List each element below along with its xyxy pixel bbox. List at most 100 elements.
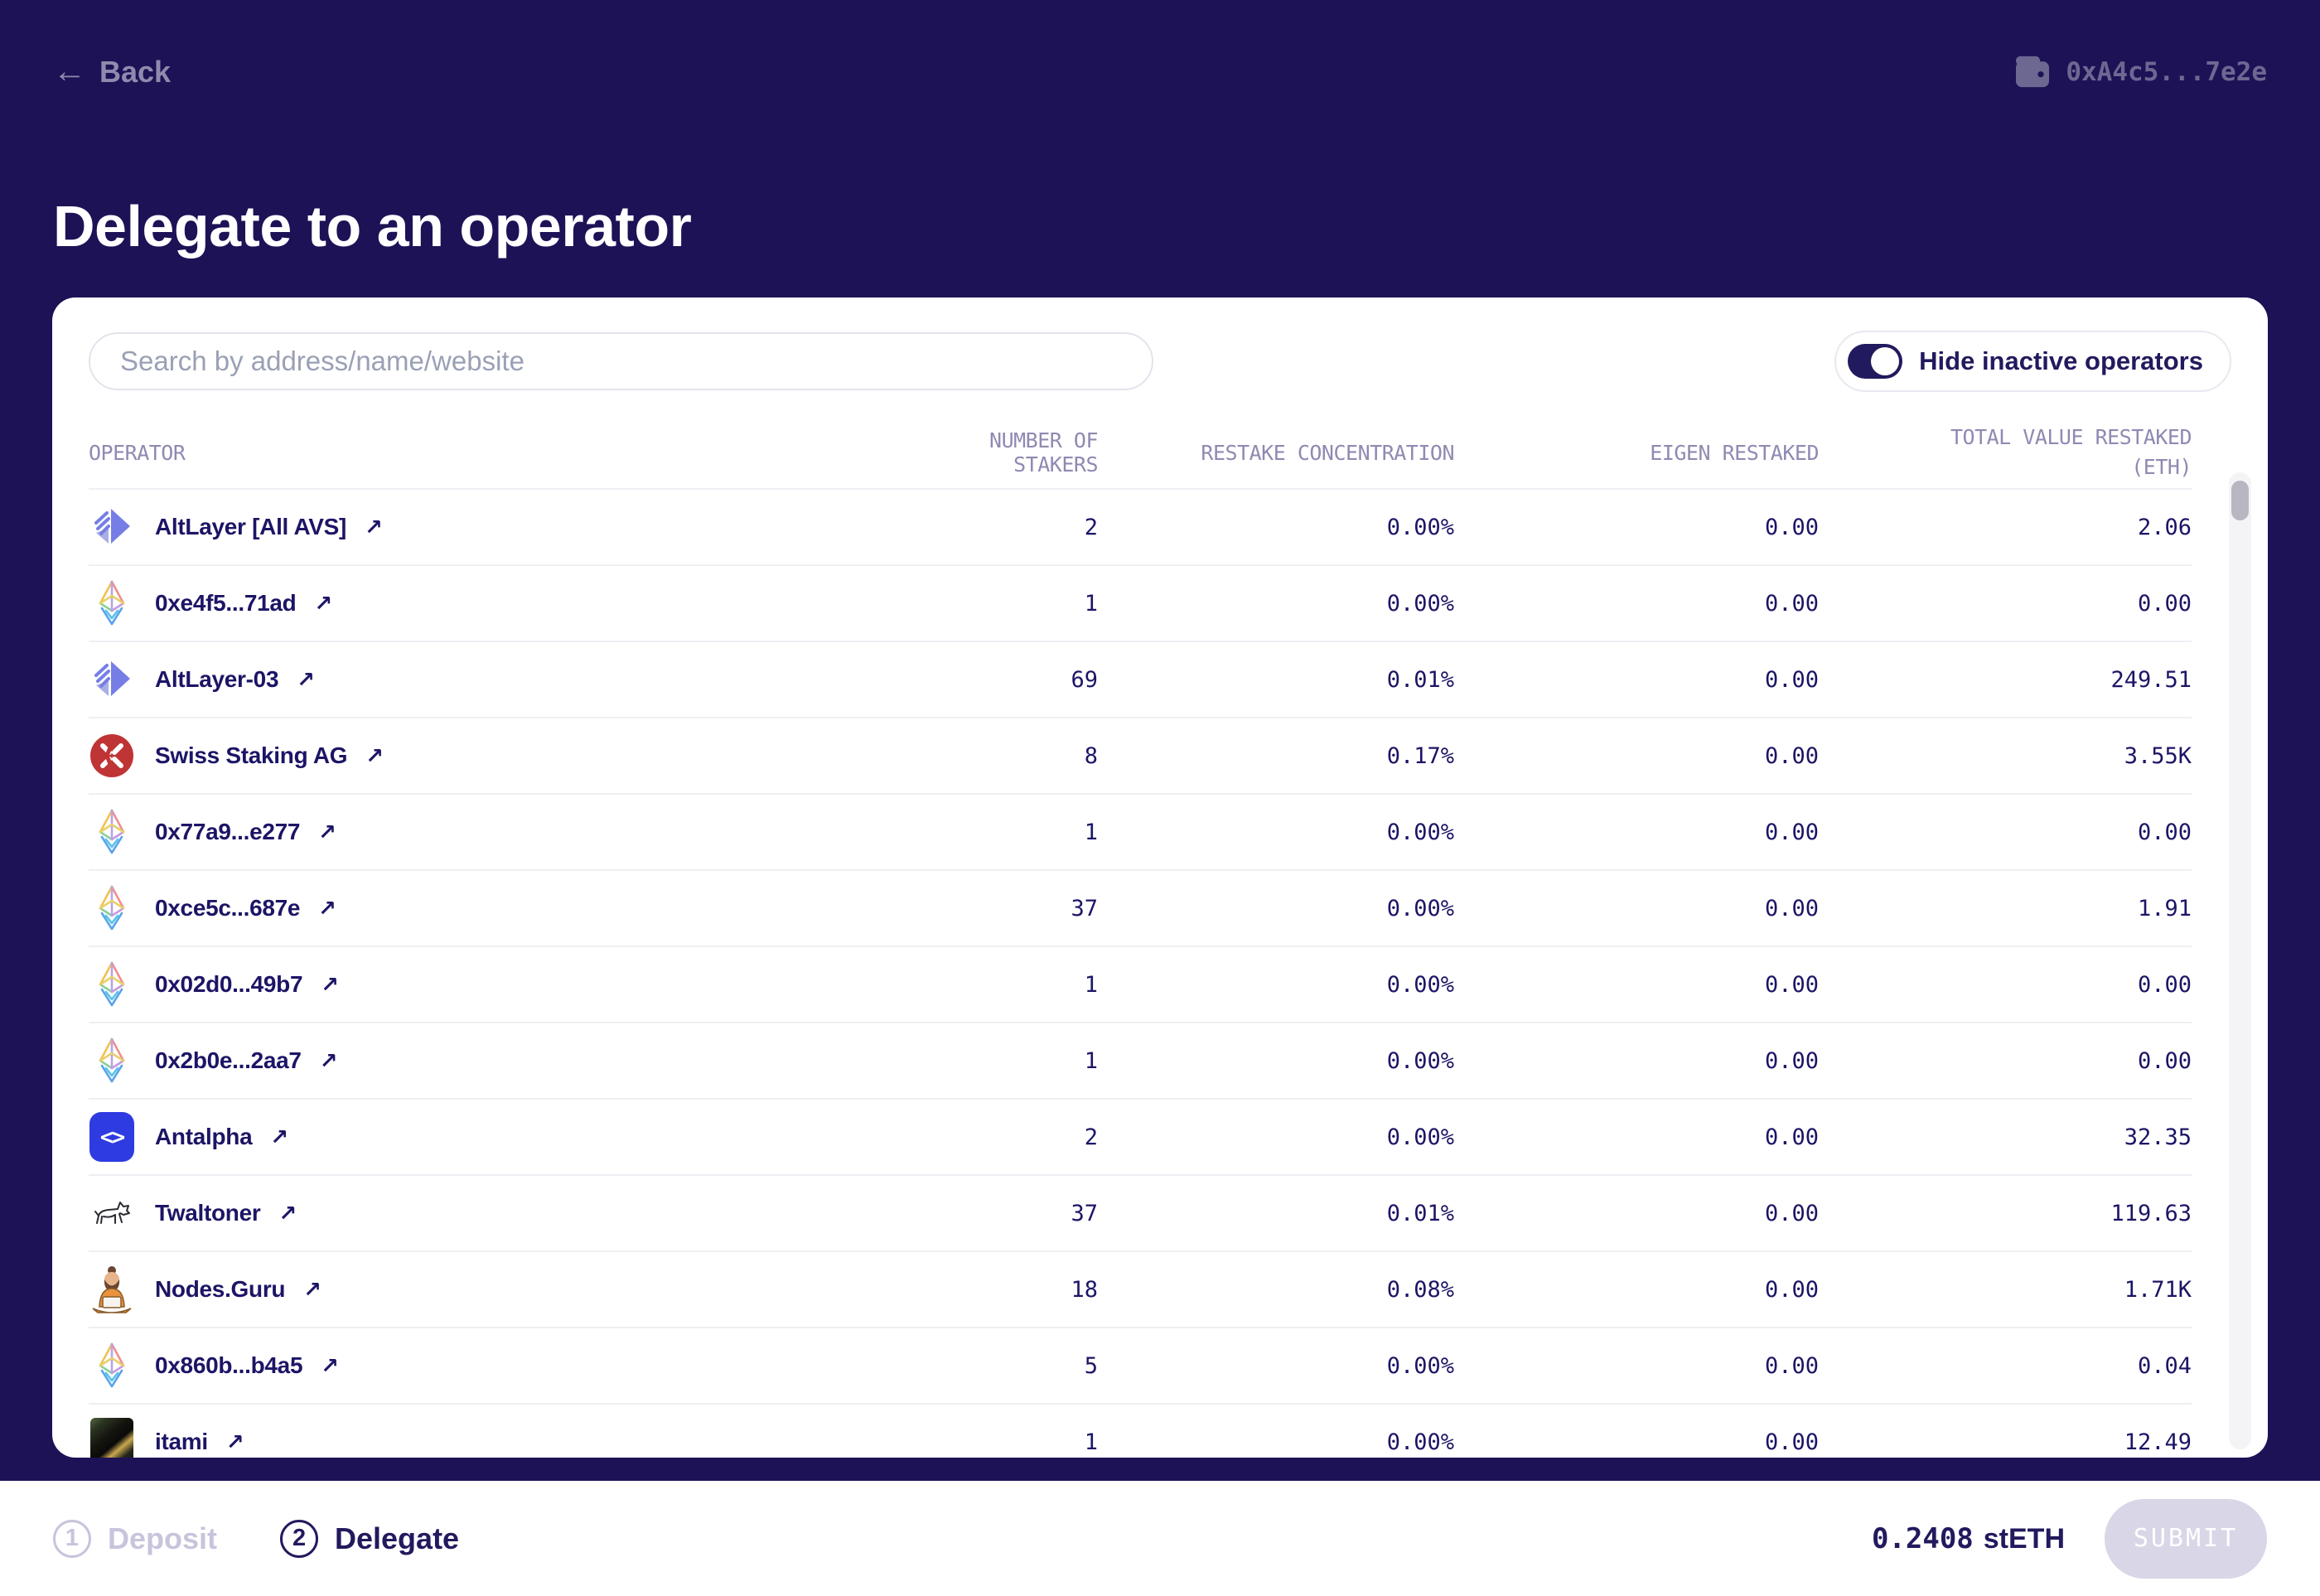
wallet-address: 0xA4c5...7e2e	[2066, 56, 2267, 87]
concentration-value: 0.01%	[1386, 666, 1454, 693]
table-row[interactable]: 0x77a9...e277 1 0.00% 0.00 0.00	[89, 793, 2192, 869]
table-row[interactable]: Twaltoner 37 0.01% 0.00 119.63	[89, 1174, 2192, 1250]
external-link-icon[interactable]	[318, 896, 336, 921]
operator-name[interactable]: 0x2b0e...2aa7	[155, 1047, 302, 1073]
back-button[interactable]: Back	[53, 53, 171, 90]
stakers-value: 37	[1071, 895, 1098, 921]
stakers-value: 69	[1071, 666, 1098, 693]
table-row[interactable]: AltLayer-03 69 0.01% 0.00 249.51	[89, 641, 2192, 717]
hide-inactive-toggle[interactable]: Hide inactive operators	[1834, 331, 2231, 392]
search-input[interactable]	[89, 332, 1153, 390]
external-link-icon[interactable]	[321, 1353, 339, 1379]
table-row[interactable]: 0xce5c...687e 37 0.00% 0.00 1.91	[89, 869, 2192, 946]
operator-name[interactable]: Nodes.Guru	[155, 1276, 286, 1302]
stakers-value: 1	[1084, 1429, 1098, 1455]
toggle-label: Hide inactive operators	[1919, 346, 2203, 375]
twaltoner-logo	[89, 1187, 135, 1240]
table-row[interactable]: Nodes.Guru 18 0.08% 0.00 1.71K	[89, 1250, 2192, 1327]
table-scrollbar[interactable]	[2229, 472, 2251, 1449]
concentration-value: 0.00%	[1386, 1352, 1454, 1379]
eigen-value: 0.00	[1764, 1047, 1819, 1074]
table-row[interactable]: 0xe4f5...71ad 1 0.00% 0.00 0.00	[89, 564, 2192, 641]
table-row[interactable]: Swiss Staking AG 8 0.17% 0.00 3.55K	[89, 717, 2192, 793]
external-link-icon[interactable]	[278, 1201, 297, 1226]
step-delegate[interactable]: 2 Delegate	[280, 1519, 460, 1558]
total-value: 1.71K	[2124, 1276, 2192, 1303]
step-label: Deposit	[108, 1521, 218, 1555]
col-total[interactable]: TOTAL VALUE RESTAKED (ETH)	[1950, 424, 2192, 479]
external-link-icon[interactable]	[314, 591, 332, 617]
col-stakers[interactable]: NUMBER OF STAKERS	[989, 428, 1098, 476]
external-link-icon[interactable]	[318, 820, 336, 845]
external-link-icon[interactable]	[320, 1048, 338, 1074]
top-bar: Back 0xA4c5...7e2e	[0, 0, 2320, 90]
col-eigen[interactable]: EIGEN RESTAKED	[1650, 440, 1819, 465]
concentration-value: 0.08%	[1386, 1276, 1454, 1303]
ethereum-logo	[89, 958, 135, 1011]
total-value: 3.55K	[2124, 742, 2192, 769]
table-row[interactable]: 0x02d0...49b7 1 0.00% 0.00 0.00	[89, 946, 2192, 1022]
footer-bar: 1 Deposit 2 Delegate 0.2408 stETH SUBMIT	[0, 1481, 2320, 1596]
operators-card: Hide inactive operators OPERATOR NUMBER …	[52, 297, 2268, 1458]
eigen-value: 0.00	[1764, 819, 1819, 845]
step-label: Delegate	[335, 1521, 460, 1555]
operator-name[interactable]: Twaltoner	[155, 1200, 261, 1226]
submit-button[interactable]: SUBMIT	[2105, 1498, 2267, 1579]
col-operator[interactable]: OPERATOR	[89, 440, 186, 465]
scrollbar-thumb[interactable]	[2231, 481, 2249, 520]
eigen-value: 0.00	[1764, 1429, 1819, 1455]
operator-name[interactable]: 0xce5c...687e	[155, 895, 301, 921]
operator-name[interactable]: 0xe4f5...71ad	[155, 590, 297, 616]
concentration-value: 0.00%	[1386, 1124, 1454, 1150]
eigen-value: 0.00	[1764, 590, 1819, 617]
stakers-value: 2	[1084, 1124, 1098, 1150]
concentration-value: 0.00%	[1386, 1047, 1454, 1074]
total-value: 0.00	[2137, 819, 2192, 845]
eigen-value: 0.00	[1764, 1276, 1819, 1303]
table-row[interactable]: 0x2b0e...2aa7 1 0.00% 0.00 0.00	[89, 1022, 2192, 1098]
external-link-icon[interactable]	[321, 972, 339, 998]
step-number-badge: 2	[280, 1519, 319, 1558]
concentration-value: 0.01%	[1386, 1200, 1454, 1226]
stakers-value: 1	[1084, 819, 1098, 845]
total-value: 32.35	[2124, 1124, 2192, 1150]
concentration-value: 0.00%	[1386, 895, 1454, 921]
external-link-icon[interactable]	[365, 515, 383, 540]
stakers-value: 1	[1084, 1047, 1098, 1074]
external-link-icon[interactable]	[303, 1277, 321, 1303]
wallet-chip[interactable]: 0xA4c5...7e2e	[2014, 56, 2267, 89]
external-link-icon[interactable]	[297, 667, 315, 693]
total-value: 0.00	[2137, 971, 2192, 998]
operator-name[interactable]: AltLayer [All AVS]	[155, 514, 347, 539]
wizard-steps: 1 Deposit 2 Delegate	[53, 1519, 460, 1558]
operator-name[interactable]: Antalpha	[155, 1124, 253, 1149]
external-link-icon[interactable]	[270, 1124, 288, 1150]
concentration-value: 0.00%	[1386, 819, 1454, 845]
operator-name[interactable]: itami	[155, 1429, 208, 1454]
footer-actions: 0.2408 stETH SUBMIT	[1872, 1498, 2267, 1579]
operator-name[interactable]: Swiss Staking AG	[155, 742, 348, 768]
ethereum-logo	[89, 1339, 135, 1392]
table-row[interactable]: 0x860b...b4a5 5 0.00% 0.00 0.04	[89, 1327, 2192, 1403]
toggle-switch-icon[interactable]	[1848, 344, 1903, 379]
table-row[interactable]: AltLayer [All AVS] 2 0.00% 0.00 2.06	[89, 488, 2192, 564]
col-concentration[interactable]: RESTAKE CONCENTRATION	[1201, 440, 1454, 465]
operator-name[interactable]: AltLayer-03	[155, 666, 279, 692]
concentration-value: 0.00%	[1386, 590, 1454, 617]
external-link-icon[interactable]	[365, 743, 384, 769]
stakers-value: 18	[1071, 1276, 1098, 1303]
table-row[interactable]: itami 1 0.00% 0.00 12.49	[89, 1403, 2192, 1458]
operator-name[interactable]: 0x02d0...49b7	[155, 971, 303, 997]
external-link-icon[interactable]	[226, 1429, 244, 1455]
stakers-value: 8	[1084, 742, 1098, 769]
total-value: 0.04	[2137, 1352, 2192, 1379]
back-arrow-icon	[53, 53, 86, 90]
table-row[interactable]: <> Antalpha 2 0.00% 0.00 32.35	[89, 1098, 2192, 1174]
total-value: 2.06	[2137, 514, 2192, 540]
concentration-value: 0.00%	[1386, 1429, 1454, 1455]
ethereum-logo	[89, 882, 135, 935]
operator-name[interactable]: 0x77a9...e277	[155, 819, 301, 844]
step-number-badge: 1	[53, 1519, 91, 1558]
step-deposit[interactable]: 1 Deposit	[53, 1519, 218, 1558]
operator-name[interactable]: 0x860b...b4a5	[155, 1352, 303, 1378]
